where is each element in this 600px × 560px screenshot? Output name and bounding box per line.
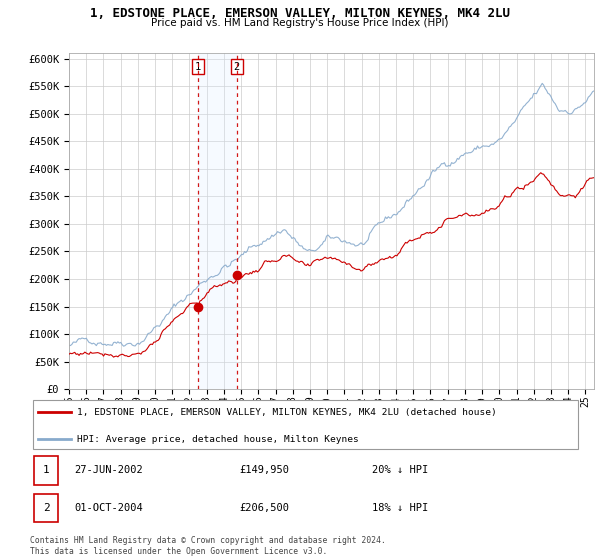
Text: Contains HM Land Registry data © Crown copyright and database right 2024.
This d: Contains HM Land Registry data © Crown c… bbox=[30, 536, 386, 556]
Text: 20% ↓ HPI: 20% ↓ HPI bbox=[372, 465, 428, 475]
Text: £149,950: £149,950 bbox=[240, 465, 290, 475]
Text: 1: 1 bbox=[195, 62, 201, 72]
Text: 01-OCT-2004: 01-OCT-2004 bbox=[74, 503, 143, 513]
Text: Price paid vs. HM Land Registry's House Price Index (HPI): Price paid vs. HM Land Registry's House … bbox=[151, 18, 449, 29]
FancyBboxPatch shape bbox=[34, 456, 58, 484]
Text: £206,500: £206,500 bbox=[240, 503, 290, 513]
Text: 2: 2 bbox=[43, 503, 49, 513]
Text: 1: 1 bbox=[43, 465, 49, 475]
Text: 18% ↓ HPI: 18% ↓ HPI bbox=[372, 503, 428, 513]
Text: 2: 2 bbox=[234, 62, 240, 72]
FancyBboxPatch shape bbox=[33, 400, 578, 449]
Bar bbox=[198, 53, 237, 389]
Text: 27-JUN-2002: 27-JUN-2002 bbox=[74, 465, 143, 475]
Text: 1, EDSTONE PLACE, EMERSON VALLEY, MILTON KEYNES, MK4 2LU: 1, EDSTONE PLACE, EMERSON VALLEY, MILTON… bbox=[90, 7, 510, 20]
Text: HPI: Average price, detached house, Milton Keynes: HPI: Average price, detached house, Milt… bbox=[77, 435, 359, 444]
Text: 1, EDSTONE PLACE, EMERSON VALLEY, MILTON KEYNES, MK4 2LU (detached house): 1, EDSTONE PLACE, EMERSON VALLEY, MILTON… bbox=[77, 408, 497, 417]
FancyBboxPatch shape bbox=[34, 494, 58, 522]
